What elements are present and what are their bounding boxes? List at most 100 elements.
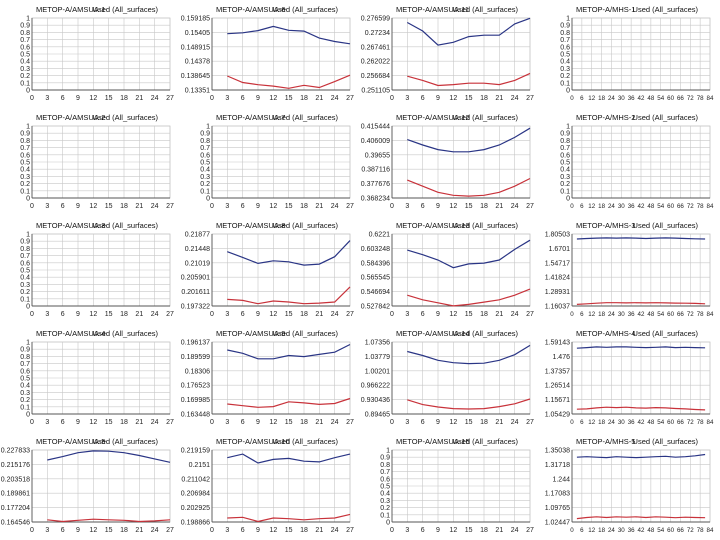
- y-tick-label: 0.5: [380, 484, 390, 491]
- series-line-upper: [576, 237, 706, 240]
- y-tick-label: 1.37357: [545, 368, 570, 375]
- y-tick-label: 1.476: [552, 354, 570, 361]
- x-tick-label: 24: [331, 419, 339, 426]
- y-tick-label: 0.6: [560, 44, 570, 51]
- series-line-lower: [407, 288, 531, 307]
- x-tick-label: 18: [480, 203, 488, 210]
- x-tick-label: 6: [421, 311, 425, 318]
- y-tick-label: 1: [386, 448, 390, 455]
- x-tick-label: 21: [135, 203, 143, 210]
- x-tick-label: 3: [225, 95, 229, 102]
- x-tick-label: 24: [331, 95, 339, 102]
- y-tick-label: 0: [566, 88, 570, 95]
- y-tick-label: 0.21448: [185, 246, 210, 253]
- x-tick-label: 24: [511, 527, 519, 534]
- x-tick-label: 30: [618, 311, 625, 318]
- chart-svg: 0.6221 0.603248 0.584396 0.565545 0.546694 0.…: [361, 232, 534, 319]
- y-tick-label: 0.177204: [1, 505, 30, 512]
- x-tick-label: 15: [285, 203, 293, 210]
- x-tick-label: 84: [707, 527, 714, 534]
- y-tick-label: 0.6: [20, 152, 30, 159]
- x-tick-label: 24: [331, 203, 339, 210]
- x-tick-label: 18: [598, 311, 605, 318]
- y-tick-label: 0.1: [20, 80, 30, 87]
- x-tick-label: 36: [628, 203, 635, 210]
- y-tick-label: 0.206984: [181, 491, 210, 498]
- x-tick-label: 15: [285, 95, 293, 102]
- y-tick-label: 0.202925: [181, 505, 210, 512]
- x-tick-label: 60: [667, 311, 674, 318]
- x-tick-label: 30: [618, 203, 625, 210]
- series-line-lower: [47, 518, 171, 523]
- x-tick-label: 6: [421, 203, 425, 210]
- y-tick-label: 0.9: [560, 23, 570, 30]
- y-tick-label: 0.546694: [361, 289, 390, 296]
- y-tick-label: 0.169985: [181, 397, 210, 404]
- x-tick-label: 12: [89, 203, 97, 210]
- x-tick-label: 21: [315, 527, 323, 534]
- y-tick-label: 0.262022: [361, 59, 390, 66]
- y-tick-label: 0.3: [20, 174, 30, 181]
- x-tick-label: 12: [588, 203, 595, 210]
- x-tick-label: 12: [89, 95, 97, 102]
- chart-panel: METOP-A/AMSUA-15 Used (All_surfaces) 0 0.1 0…: [360, 432, 540, 540]
- y-tick-label: 1.26514: [545, 383, 570, 390]
- x-tick-label: 6: [421, 419, 425, 426]
- y-tick-label: 0.7: [20, 37, 30, 44]
- x-tick-label: 18: [598, 419, 605, 426]
- x-tick-label: 18: [300, 311, 308, 318]
- x-tick-label: 36: [628, 527, 635, 534]
- plot-frame: [391, 233, 531, 307]
- x-tick-label: 15: [465, 95, 473, 102]
- chart-subtitle: Used (All_surfaces): [272, 221, 338, 230]
- x-tick-label: 21: [315, 419, 323, 426]
- y-tick-label: 0.5: [560, 160, 570, 167]
- chart-subtitle: Used (All_surfaces): [92, 437, 158, 446]
- x-tick-label: 15: [465, 203, 473, 210]
- x-tick-label: 60: [667, 203, 674, 210]
- x-tick-label: 3: [405, 311, 409, 318]
- y-tick-label: 0.7: [560, 145, 570, 152]
- chart-svg: 0.159185 0.15405 0.148915 0.14378 0.138645 0.…: [181, 16, 354, 103]
- chart-title: METOP-A/AMSUA-7: [216, 113, 286, 122]
- y-tick-label: 0.406009: [361, 138, 390, 145]
- x-tick-label: 3: [225, 203, 229, 210]
- y-tick-label: 0.14378: [185, 59, 210, 66]
- y-tick-label: 0.176523: [181, 383, 210, 390]
- y-tick-label: 1.05429: [545, 412, 570, 419]
- series-line-upper: [227, 453, 351, 464]
- x-tick-label: 21: [495, 203, 503, 210]
- x-tick-label: 21: [315, 203, 323, 210]
- chart-subtitle: Used (All_surfaces): [272, 437, 338, 446]
- y-tick-label: 0.227833: [1, 448, 30, 455]
- y-tick-label: 0.21019: [185, 260, 210, 267]
- x-tick-label: 15: [285, 311, 293, 318]
- x-tick-label: 18: [480, 95, 488, 102]
- x-tick-label: 9: [256, 203, 260, 210]
- x-tick-label: 60: [667, 419, 674, 426]
- chart-subtitle: Used (All_surfaces): [632, 113, 698, 122]
- x-tick-label: 9: [76, 419, 80, 426]
- y-tick-label: 0.5: [20, 160, 30, 167]
- y-tick-label: 0.2: [380, 505, 390, 512]
- chart-svg: 0.21877 0.21448 0.21019 0.205901 0.201611 0.1…: [181, 232, 354, 319]
- y-tick-label: 0: [26, 304, 30, 311]
- x-tick-label: 21: [135, 419, 143, 426]
- x-tick-label: 3: [45, 203, 49, 210]
- y-tick-label: 0.8: [560, 138, 570, 145]
- y-tick-label: 1.17083: [545, 491, 570, 498]
- chart-subtitle: Used (All_surfaces): [632, 329, 698, 338]
- x-tick-label: 3: [45, 419, 49, 426]
- y-tick-label: 0.267461: [361, 44, 390, 51]
- chart-svg: 00.10.20.30.40.50.60.70.80.910 3 6 9 12 15 18 2…: [380, 448, 534, 535]
- y-tick-label: 0.276599: [361, 16, 390, 23]
- x-tick-label: 24: [511, 203, 519, 210]
- y-tick-label: 0.3: [380, 498, 390, 505]
- x-tick-label: 9: [256, 95, 260, 102]
- y-tick-label: 0.2: [560, 73, 570, 80]
- x-tick-label: 12: [588, 95, 595, 102]
- x-tick-label: 12: [449, 419, 457, 426]
- y-tick-label: 1.6701: [549, 246, 571, 253]
- x-tick-label: 78: [697, 95, 704, 102]
- y-tick-label: 1.28931: [545, 289, 570, 296]
